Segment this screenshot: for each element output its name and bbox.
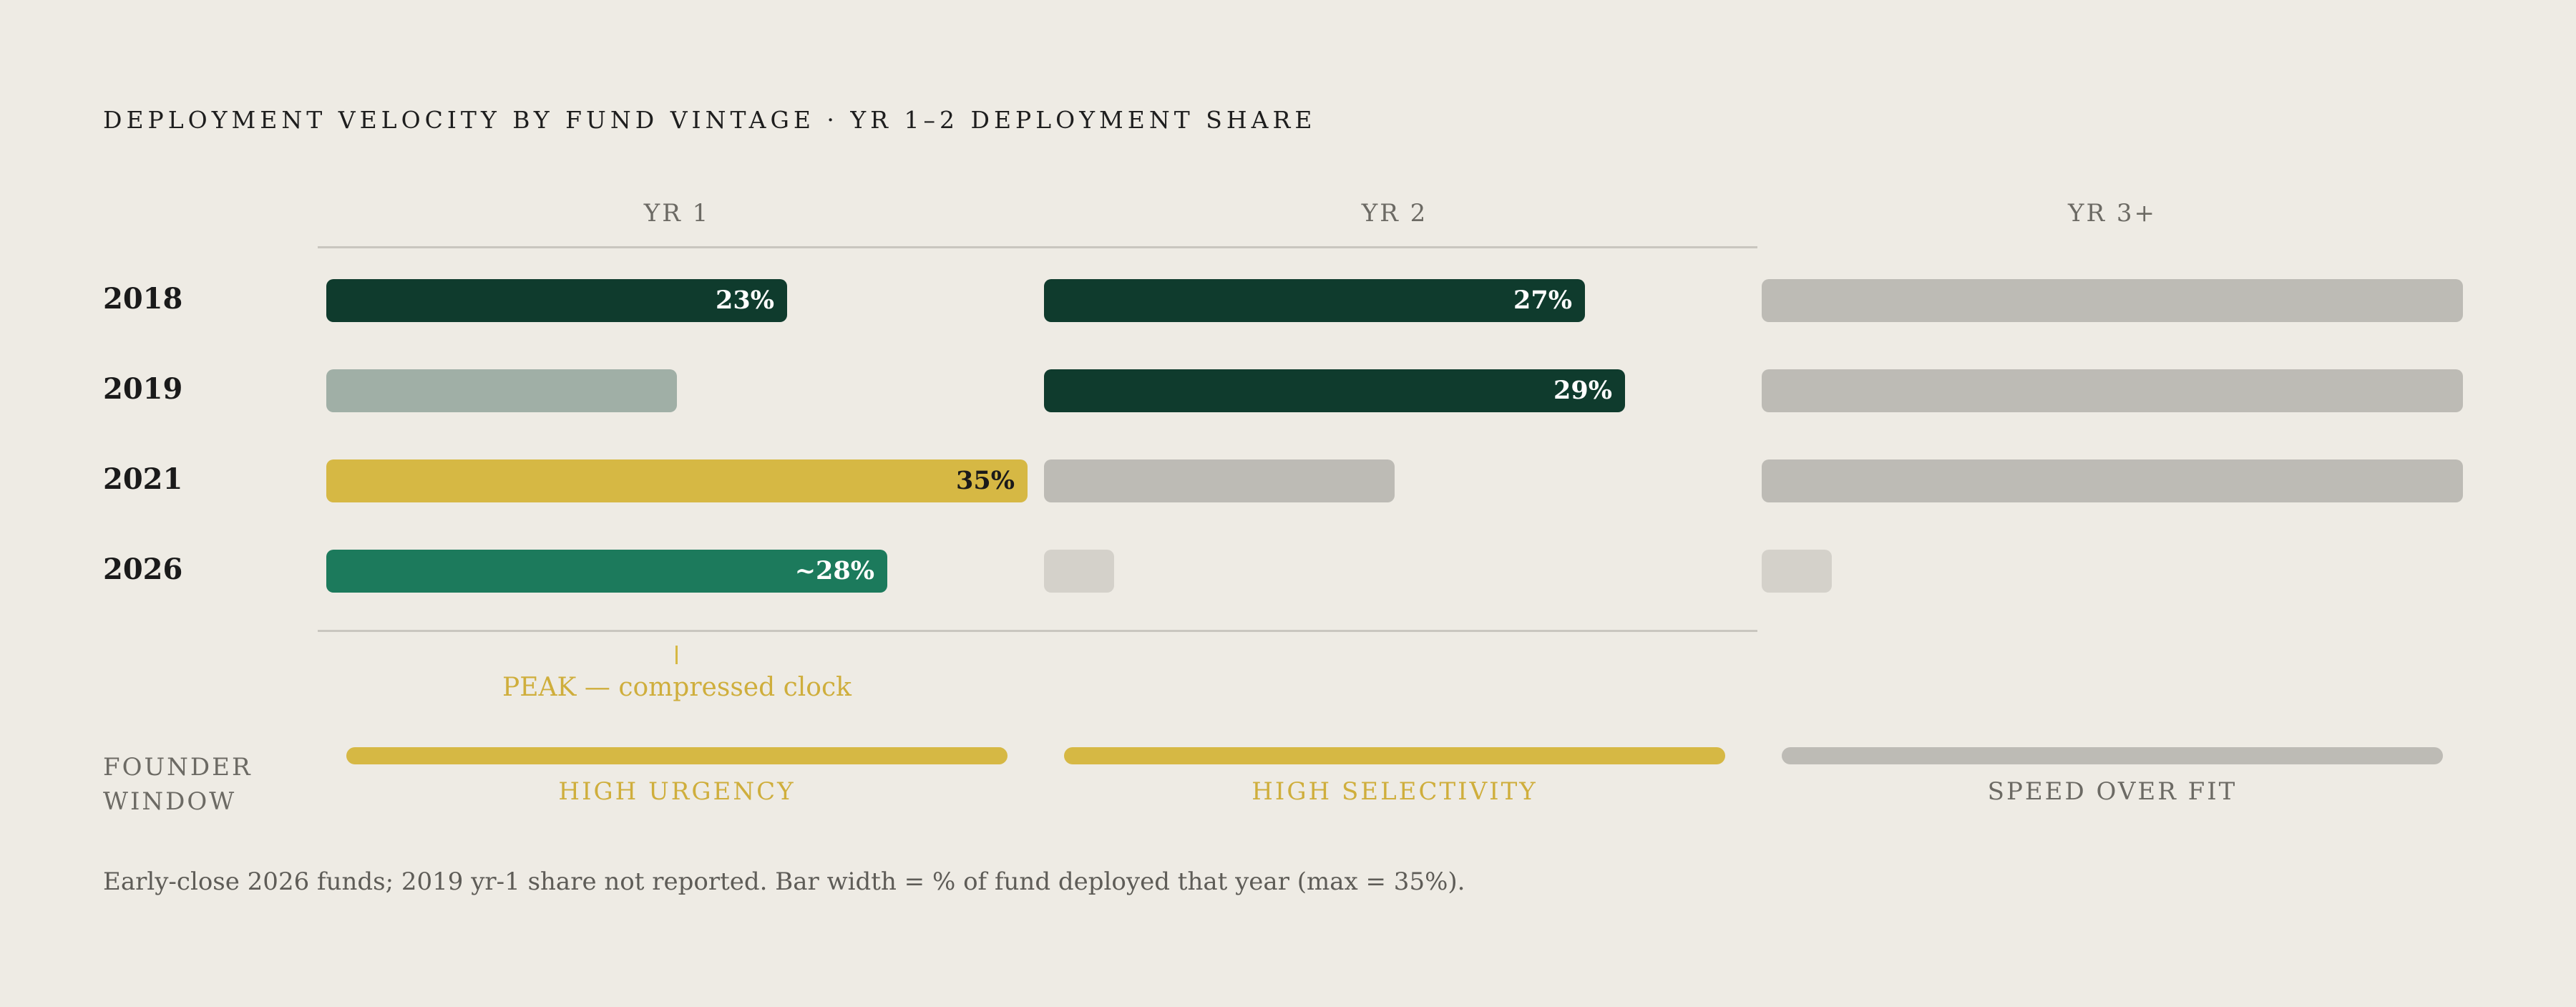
bar-2021-col1: 35% bbox=[326, 459, 1028, 502]
bar-2026-col2 bbox=[1044, 550, 1114, 593]
row-label-2019: 2019 bbox=[103, 372, 183, 406]
bar-value-label: 23% bbox=[716, 286, 774, 315]
bar-2019-col3 bbox=[1762, 369, 2463, 412]
bar-value-label: 27% bbox=[1513, 286, 1572, 315]
bar-value-label: ~28% bbox=[794, 556, 874, 585]
bar-2018-col1: 23% bbox=[326, 279, 787, 322]
bar-2021-col3 bbox=[1762, 459, 2463, 502]
row-label-2021: 2021 bbox=[103, 462, 183, 496]
footnote: Early-close 2026 funds; 2019 yr-1 share … bbox=[103, 867, 1465, 896]
row-label-2018: 2018 bbox=[103, 282, 183, 316]
bar-2018-col2: 27% bbox=[1044, 279, 1585, 322]
peak-tick bbox=[675, 646, 678, 664]
bottom-rule bbox=[318, 630, 1757, 632]
bar-2019-col1 bbox=[326, 369, 677, 412]
top-rule bbox=[318, 246, 1757, 248]
founder-window-label: FOUNDER WINDOW bbox=[103, 753, 253, 816]
founder-window-bar-2 bbox=[1064, 747, 1725, 764]
bar-2026-col1: ~28% bbox=[326, 550, 887, 593]
row-label-2026: 2026 bbox=[103, 553, 183, 586]
founder-window-text-2: HIGH SELECTIVITY bbox=[1252, 777, 1538, 806]
founder-window-bar-3 bbox=[1782, 747, 2443, 764]
founder-window-text-1: HIGH URGENCY bbox=[558, 777, 796, 806]
bar-2018-col3 bbox=[1762, 279, 2463, 322]
bar-2019-col2: 29% bbox=[1044, 369, 1625, 412]
founder-window-bar-1 bbox=[346, 747, 1008, 764]
chart-title: DEPLOYMENT VELOCITY BY FUND VINTAGE · YR… bbox=[103, 106, 1317, 134]
bar-value-label: 35% bbox=[956, 466, 1015, 495]
column-header-yr3: YR 3+ bbox=[2068, 199, 2157, 228]
column-header-yr1: YR 1 bbox=[643, 199, 711, 228]
column-header-yr2: YR 2 bbox=[1361, 199, 1428, 228]
bar-2021-col2 bbox=[1044, 459, 1395, 502]
bar-2026-col3 bbox=[1762, 550, 1832, 593]
founder-window-text-3: SPEED OVER FIT bbox=[1987, 777, 2238, 806]
bar-value-label: 29% bbox=[1553, 376, 1612, 405]
peak-annotation: PEAK — compressed clock bbox=[502, 673, 852, 702]
